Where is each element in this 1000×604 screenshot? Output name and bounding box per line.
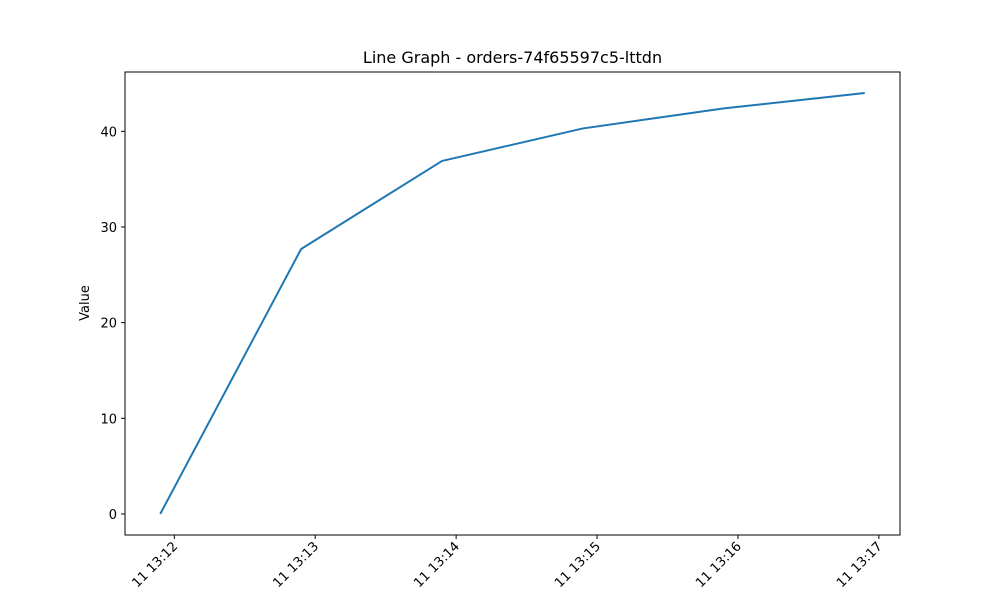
x-tick-label: 11 13:14: [411, 539, 463, 591]
y-tick-label: 10: [100, 412, 117, 427]
plot-frame: [125, 72, 900, 535]
y-axis-label: Value: [78, 285, 93, 321]
series-line: [160, 93, 865, 514]
x-tick-label: 11 13:15: [552, 539, 604, 591]
x-tick-label: 11 13:17: [834, 539, 886, 591]
y-tick-label: 20: [100, 317, 117, 332]
y-tick-label: 40: [100, 125, 117, 140]
x-tick-label: 11 13:13: [270, 539, 322, 591]
chart-title: Line Graph - orders-74f65597c5-lttdn: [363, 48, 662, 67]
y-tick-label: 0: [109, 508, 117, 523]
plot-area: 0 10 20 30 40 11 13:12 11 13:13 11 13:14 11 13:1…: [100, 72, 900, 591]
x-tick-label: 11 13:12: [129, 539, 181, 591]
y-tick-label: 30: [100, 221, 117, 236]
x-tick-label: 11 13:16: [693, 539, 745, 591]
